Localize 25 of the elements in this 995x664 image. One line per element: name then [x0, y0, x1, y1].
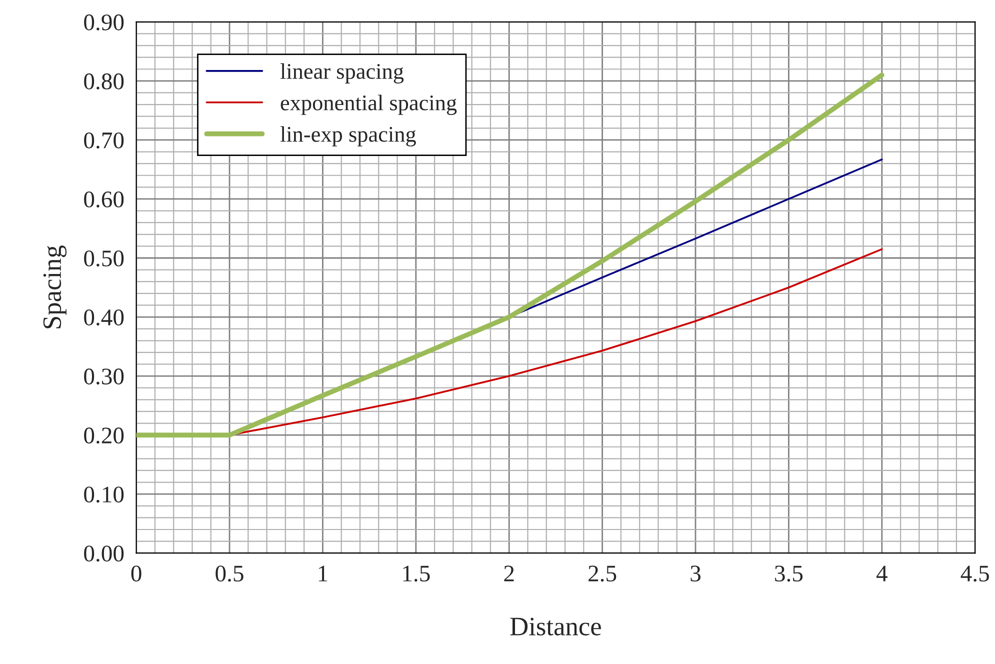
x-tick-label: 1.5: [403, 566, 430, 582]
y-axis-title: Spacing: [43, 246, 67, 328]
x-tick-label: 3: [690, 566, 700, 582]
y-tick-label: 0.10: [84, 486, 124, 503]
y-tick-label: 0.20: [84, 428, 124, 444]
x-tick-label: 0.5: [216, 566, 244, 582]
x-tick-label: 4: [876, 566, 888, 582]
x-axis-title: Distance: [510, 618, 601, 636]
y-tick-label: 0.30: [84, 368, 124, 385]
x-tick-label: 1: [318, 566, 328, 582]
y-tick-label: 0.60: [84, 191, 124, 208]
x-tick-label: 4.5: [960, 566, 989, 582]
x-tick-label: 0: [131, 566, 142, 582]
y-tick-label: 0.80: [84, 73, 124, 90]
legend-label: linear spacing: [280, 63, 404, 84]
y-tick-label: 0.50: [84, 250, 124, 267]
y-tick-label: 0.40: [84, 310, 124, 326]
legend-label: exponential spacing: [280, 94, 457, 115]
x-tick-label: 3.5: [775, 566, 803, 582]
legend-label: lin-exp spacing: [280, 126, 416, 146]
x-tick-label: 2.5: [588, 566, 616, 582]
x-tick-label: 2: [504, 566, 514, 582]
y-tick-label: 0.00: [84, 546, 124, 562]
y-tick-label: 0.90: [84, 14, 124, 30]
y-tick-label: 0.70: [84, 132, 124, 148]
